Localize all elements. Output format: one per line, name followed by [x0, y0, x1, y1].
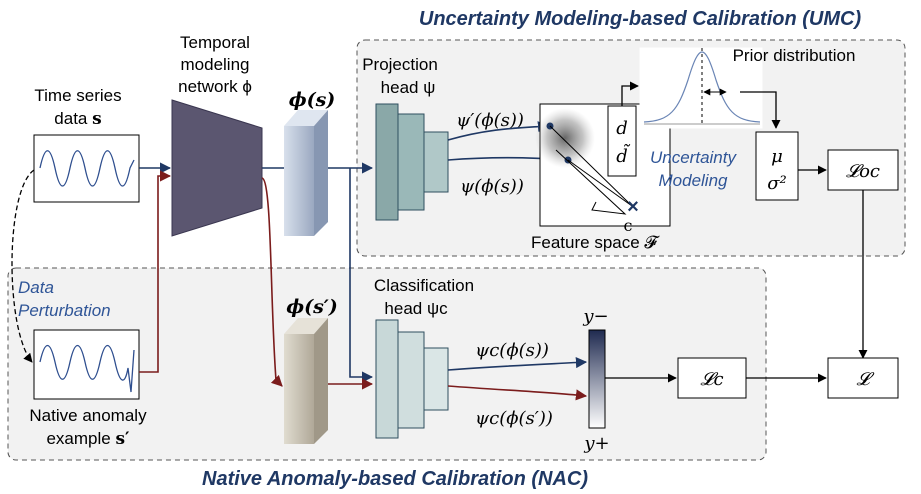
anomaly-series-box [33, 329, 140, 400]
loss-total-box [827, 357, 899, 399]
input-label-line2: data s [54, 109, 101, 129]
loss-c-box [677, 357, 747, 399]
projection-head-line2: head ψ [381, 78, 436, 97]
phi-s-prime-feature [284, 318, 328, 334]
distance-box [607, 105, 637, 177]
perturbation-label-line2: Perturbation [18, 301, 111, 320]
input-series-box [33, 134, 140, 203]
uncertainty-line2: Modeling [659, 171, 729, 190]
projection-head-block [375, 103, 399, 221]
distance-d-tilde: d̃ [616, 144, 631, 167]
classification-head-block [375, 319, 399, 439]
projection-head-line1: Projection [362, 55, 438, 74]
flow-anomaly-to-network [139, 170, 172, 373]
projection-out-bottom: ψ(ϕ(s)) [460, 176, 524, 197]
loss-c-label: 𝓛c [700, 369, 723, 390]
feature-space-label: Feature space 𝓕 [531, 233, 660, 252]
prior-distribution-curve [643, 51, 761, 123]
loss-oc-box [827, 149, 899, 191]
input-series-wave [39, 150, 135, 187]
temporal-net-line1: Temporal [180, 33, 250, 52]
phi-s-label: ϕ(s) [289, 89, 336, 111]
projection-out-top: ψ′(ϕ(s)) [456, 110, 524, 131]
flow-phi-s-to-classification [349, 168, 374, 383]
phi-s-prime-label: ϕ(s′) [286, 296, 338, 318]
phi-s-feature [284, 110, 328, 126]
prior-distribution-box [639, 47, 763, 129]
flow-classification-top-out [447, 356, 588, 371]
score-bar [588, 329, 606, 429]
score-bottom-label: y+ [583, 433, 609, 454]
perturbation-arrow [11, 169, 35, 363]
mu-label: μ [771, 146, 783, 167]
distance-d: d [616, 118, 628, 139]
temporal-net-line3: network ϕ [178, 77, 252, 96]
nac-title: Native Anomaly-based Calibration (NAC) [202, 468, 588, 490]
perturbation-label-line1: Data [18, 278, 54, 297]
mu-sigma-box [755, 131, 799, 201]
flow-network-to-phi-s-prime [261, 177, 283, 387]
classification-out-top: ψc(ϕ(s)) [475, 340, 549, 361]
prior-distribution-label: Prior distribution [733, 46, 856, 65]
anomaly-label-line2: example s′ [46, 429, 130, 449]
center-label: c [624, 216, 633, 235]
classification-out-bottom: ψc(ϕ(s′)) [475, 408, 553, 429]
anomaly-series-wave [39, 344, 135, 393]
temporal-net-line2: modeling [181, 55, 250, 74]
flow-feature-to-prior [621, 81, 639, 106]
umc-title: Uncertainty Modeling-based Calibration (… [419, 8, 862, 30]
uncertainty-line1: Uncertainty [650, 148, 737, 167]
sigma-label: σ² [767, 173, 787, 194]
loss-oc-label: 𝓛oc [846, 161, 880, 182]
classification-head-line1: Classification [374, 276, 474, 295]
classification-head-line2: head ψc [384, 299, 448, 318]
flow-prior-to-mu [740, 91, 781, 129]
score-top-label: y− [582, 306, 608, 327]
input-label-line1: Time series [34, 86, 121, 105]
flow-classification-bottom-out [447, 385, 588, 401]
center-marker: × [627, 196, 639, 218]
anomaly-label-line1: Native anomaly [29, 406, 147, 425]
temporal-network-block [171, 99, 263, 237]
